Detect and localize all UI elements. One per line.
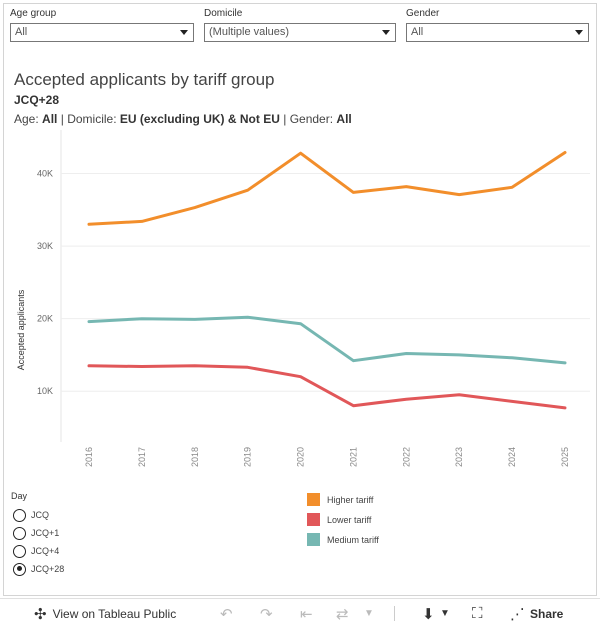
dashboard-frame — [3, 3, 597, 596]
chevron-down-icon — [382, 30, 390, 35]
share-label: Share — [530, 607, 564, 621]
day-option[interactable]: JCQ+4 — [13, 544, 59, 558]
gender-filter: Gender All — [406, 8, 589, 42]
legend-swatch — [307, 533, 320, 546]
age-group-filter: Age group All — [10, 8, 194, 42]
fullscreen-icon[interactable]: ⛶ — [472, 605, 483, 622]
redo-icon[interactable]: ↷ — [260, 606, 273, 623]
share-button[interactable]: ⋰ Share — [510, 605, 563, 623]
filter-summary: Age: All | Domicile: EU (excluding UK) &… — [14, 112, 352, 126]
tableau-toolbar: ✣ View on Tableau Public ↶ ↷ ⇤ ⇄ ▼ ⬇ ▼ ⛶… — [0, 598, 600, 627]
download-icon[interactable]: ⬇ — [422, 606, 435, 623]
radio-button[interactable] — [13, 562, 26, 576]
legend-item[interactable]: Lower tariff — [307, 513, 371, 526]
share-icon: ⋰ — [510, 606, 525, 623]
x-tick-label: 2016 — [84, 447, 94, 467]
refresh-icon[interactable]: ⇄ — [336, 606, 349, 623]
chevron-down-icon — [180, 30, 188, 35]
x-tick-label: 2018 — [190, 447, 200, 467]
revert-icon[interactable]: ⇤ — [300, 606, 313, 623]
series-line-higher-tariff[interactable] — [87, 151, 567, 226]
y-axis-title: Accepted applicants — [16, 289, 26, 370]
radio-button[interactable] — [13, 544, 26, 558]
day-option-label: JCQ+28 — [31, 564, 65, 574]
legend-swatch — [307, 493, 320, 506]
y-tick-label: 10K — [37, 386, 53, 396]
chevron-down-icon — [575, 30, 583, 35]
view-on-tableau-button[interactable]: ✣ View on Tableau Public — [34, 605, 176, 623]
legend-swatch — [307, 513, 320, 526]
day-option-label: JCQ — [31, 510, 49, 520]
toolbar-divider — [394, 606, 395, 621]
series-line-medium-tariff[interactable] — [87, 315, 567, 365]
y-tick-label: 40K — [37, 169, 53, 179]
radio-button[interactable] — [13, 526, 26, 540]
chart-subtitle: JCQ+28 — [14, 93, 60, 107]
age-group-select-value: All — [15, 26, 28, 38]
day-option[interactable]: JCQ — [13, 508, 49, 522]
day-option-label: JCQ+1 — [31, 528, 60, 538]
domicile-summary-value: EU (excluding UK) & Not EU — [119, 112, 280, 126]
x-tick-label: 2019 — [243, 447, 253, 467]
chart-title: Accepted applicants by tariff group — [14, 70, 275, 89]
legend-item[interactable]: Higher tariff — [307, 493, 373, 506]
gender-summary-label: Gender: — [289, 112, 334, 126]
radio-button[interactable] — [13, 508, 26, 522]
x-tick-label: 2022 — [401, 447, 411, 467]
x-tick-label: 2017 — [137, 447, 147, 467]
day-option[interactable]: JCQ+1 — [13, 526, 59, 540]
domicile-select[interactable]: (Multiple values) — [204, 23, 396, 42]
series-line-lower-tariff[interactable] — [87, 364, 567, 410]
day-option-label: JCQ+4 — [31, 546, 60, 556]
age-group-select[interactable]: All — [10, 23, 194, 42]
x-tick-label: 2023 — [454, 447, 464, 467]
gender-filter-label: Gender — [406, 8, 440, 19]
legend-item[interactable]: Medium tariff — [307, 533, 379, 546]
age-summary-label: Age: — [14, 112, 39, 126]
x-tick-label: 2025 — [560, 447, 570, 467]
x-tick-label: 2024 — [507, 447, 517, 467]
gender-summary-value: All — [336, 112, 352, 126]
undo-icon[interactable]: ↶ — [220, 606, 233, 623]
tableau-logo-icon: ✣ — [34, 606, 47, 623]
download-dropdown-icon[interactable]: ▼ — [440, 608, 450, 619]
series-lines — [87, 151, 567, 410]
view-on-tableau-label: View on Tableau Public — [52, 607, 177, 621]
age-group-filter-label: Age group — [10, 8, 57, 19]
refresh-dropdown-icon[interactable]: ▼ — [364, 608, 374, 619]
gender-select[interactable]: All — [406, 23, 589, 42]
y-tick-label: 30K — [37, 241, 53, 251]
x-tick-label: 2020 — [296, 447, 306, 467]
domicile-select-value: (Multiple values) — [209, 26, 290, 38]
x-tick-labels: 2016 2017 2018 2019 2020 2021 2022 2023 2024 2025 — [84, 447, 570, 467]
y-tick-label: 20K — [37, 314, 53, 324]
day-filter-title: Day — [11, 491, 28, 501]
x-tick-label: 2021 — [348, 447, 358, 467]
domicile-summary-label: Domicile: — [67, 112, 117, 126]
summary-separator: | — [60, 112, 64, 126]
gender-select-value: All — [411, 26, 424, 38]
day-option[interactable]: JCQ+28 — [13, 562, 64, 576]
y-tick-labels: 10K 20K 30K 40K — [37, 169, 53, 397]
domicile-filter: Domicile (Multiple values) — [204, 8, 396, 42]
age-summary-value: All — [42, 112, 58, 126]
domicile-filter-label: Domicile — [204, 8, 243, 19]
summary-separator: | — [283, 112, 287, 126]
line-chart: 10K 20K 30K 40K 2016 2017 2018 2019 2020 2021 202… — [16, 130, 590, 467]
legend-label: Medium tariff — [327, 534, 379, 545]
legend-label: Higher tariff — [327, 494, 374, 505]
legend-label: Lower tariff — [327, 514, 372, 525]
